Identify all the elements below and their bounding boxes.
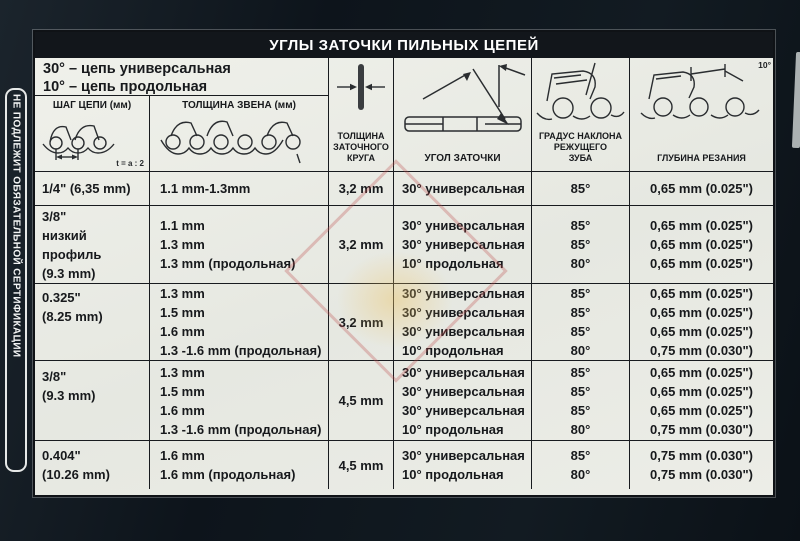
header-left-block: 30° – цепь универсальная 10° – цепь прод… bbox=[35, 58, 329, 171]
table-body: 1/4" (6,35 mm) 1.1 mm-1.3mm 3,2 mm 30° у… bbox=[35, 172, 773, 489]
pitch-value: 0.325" (8.25 mm) bbox=[42, 290, 103, 324]
wheel-value: 3,2 mm bbox=[338, 314, 384, 330]
pitch-value: 3/8" (9.3 mm) bbox=[42, 369, 96, 403]
angle-value: 30° универсальная bbox=[402, 181, 525, 196]
col-header-depth-label: ГЛУБИНА РЕЗАНИЯ bbox=[657, 153, 746, 163]
chain-side-icon bbox=[157, 114, 321, 164]
col-header-gauge: ТОЛЩИНА ЗВЕНА (мм) bbox=[150, 96, 328, 171]
angle-value: 30° универсальная 30° универсальная 30° … bbox=[402, 364, 525, 437]
note-line-universal: 30° – цепь универсальная bbox=[43, 61, 231, 77]
degree-value: 85° 85° 80° bbox=[570, 218, 591, 271]
certification-tag-label: НЕ ПОДЛЕЖИТ ОБЯЗАТЕЛЬНОЙ СЕРТИФИКАЦИИ bbox=[10, 94, 22, 358]
table-header: 30° – цепь универсальная 10° – цепь прод… bbox=[35, 58, 773, 172]
gauge-value: 1.6 mm 1.6 mm (продольная) bbox=[160, 448, 296, 482]
angle-value: 30° универсальная 30° универсальная 30° … bbox=[402, 286, 525, 358]
wheel-value: 3,2 mm bbox=[338, 237, 384, 252]
pitch-value: 3/8" низкий профиль (9.3 mm) bbox=[42, 208, 102, 281]
angle-value: 30° универсальная 10° продольная bbox=[402, 448, 525, 482]
tooth-incline-icon bbox=[535, 61, 627, 123]
table-row-group-0325-inch: 0.325" (8.25 mm) 1.3 mm 1.5 mm 1.6 mm 1.… bbox=[35, 283, 773, 360]
degree-value: 85° 85° 85° 80° bbox=[570, 364, 591, 437]
note-line-rip: 10° – цепь продольная bbox=[43, 79, 208, 95]
cutting-depth-icon bbox=[639, 61, 765, 121]
col-header-tooth-degree: ГРАДУС НАКЛОНА РЕЖУЩЕГО ЗУБА bbox=[532, 58, 630, 171]
table-row-group-quarter-inch: 1/4" (6,35 mm) 1.1 mm-1.3mm 3,2 mm 30° у… bbox=[35, 172, 773, 205]
depth-value: 0,75 mm (0.030") 0,75 mm (0.030") bbox=[650, 448, 753, 482]
grinding-wheel-icon bbox=[332, 64, 390, 110]
col-header-angle-label: УГОЛ ЗАТОЧКИ bbox=[424, 153, 501, 164]
table-title: УГЛЫ ЗАТОЧКИ ПИЛЬНЫХ ЦЕПЕЙ bbox=[35, 32, 773, 58]
col-header-tooth-degree-label: ГРАДУС НАКЛОНА РЕЖУЩЕГО ЗУБА bbox=[538, 131, 623, 163]
degree-value: 85° 85° 85° 80° bbox=[570, 286, 591, 358]
depth-angle-label: 10° bbox=[758, 60, 771, 70]
depth-value: 0,65 mm (0.025") 0,65 mm (0.025") 0,65 m… bbox=[650, 364, 753, 437]
header-subrow: ШАГ ЦЕПИ (мм) bbox=[35, 96, 328, 171]
col-header-pitch: ШАГ ЦЕПИ (мм) bbox=[35, 96, 150, 171]
wheel-value: 4,5 mm bbox=[338, 457, 384, 473]
chain-pitch-icon bbox=[40, 114, 144, 162]
pitch-value: 1/4" (6,35 mm) bbox=[42, 181, 131, 196]
col-header-wheel: ТОЛЩИНА ЗАТОЧНОГО КРУГА bbox=[329, 58, 394, 171]
gauge-value: 1.1 mm 1.3 mm 1.3 mm (продольная) bbox=[160, 218, 296, 271]
chain-type-note: 30° – цепь универсальная 10° – цепь прод… bbox=[35, 58, 328, 96]
table-row-group-0404-inch: 0.404" (10.26 mm) 1.6 mm 1.6 mm (продоль… bbox=[35, 440, 773, 489]
col-header-depth: 10° ГЛУБИНА РЕЗАНИЯ bbox=[630, 58, 773, 171]
wheel-value: 3,2 mm bbox=[338, 181, 384, 196]
certification-tag: НЕ ПОДЛЕЖИТ ОБЯЗАТЕЛЬНОЙ СЕРТИФИКАЦИИ bbox=[5, 88, 27, 472]
col-header-wheel-label: ТОЛЩИНА ЗАТОЧНОГО КРУГА bbox=[333, 131, 389, 163]
gauge-value: 1.1 mm-1.3mm bbox=[160, 181, 251, 196]
depth-value: 0,65 mm (0.025") 0,65 mm (0.025") 0,65 m… bbox=[650, 286, 753, 358]
pitch-formula-label: t = a : 2 bbox=[116, 159, 144, 168]
sharpening-angle-icon bbox=[397, 64, 529, 141]
degree-value: 85° 80° bbox=[570, 448, 591, 482]
table-row-group-three-eighths-low: 3/8" низкий профиль (9.3 mm) 1.1 mm 1.3 … bbox=[35, 205, 773, 283]
sharpening-table: УГЛЫ ЗАТОЧКИ ПИЛЬНЫХ ЦЕПЕЙ 30° – цепь ун… bbox=[33, 30, 775, 497]
depth-value: 0,65 mm (0.025") 0,65 mm (0.025") 0,65 m… bbox=[650, 218, 753, 271]
gauge-value: 1.3 mm 1.5 mm 1.6 mm 1.3 -1.6 mm (продол… bbox=[160, 286, 322, 358]
depth-value: 0,65 mm (0.025") bbox=[650, 181, 753, 196]
col-header-angle: УГОЛ ЗАТОЧКИ bbox=[394, 58, 532, 171]
col-header-pitch-label: ШАГ ЦЕПИ (мм) bbox=[52, 100, 132, 111]
table-row-group-three-eighths: 3/8" (9.3 mm) 1.3 mm 1.5 mm 1.6 mm 1.3 -… bbox=[35, 360, 773, 440]
angle-value: 30° универсальная 30° универсальная 10° … bbox=[402, 218, 525, 271]
wheel-value: 4,5 mm bbox=[338, 393, 384, 408]
pitch-value: 0.404" (10.26 mm) bbox=[42, 448, 110, 482]
degree-value: 85° bbox=[570, 181, 591, 196]
col-header-gauge-label: ТОЛЩИНА ЗВЕНА (мм) bbox=[182, 100, 296, 111]
gauge-value: 1.3 mm 1.5 mm 1.6 mm 1.3 -1.6 mm (продол… bbox=[160, 364, 322, 437]
page-edge bbox=[791, 51, 800, 149]
